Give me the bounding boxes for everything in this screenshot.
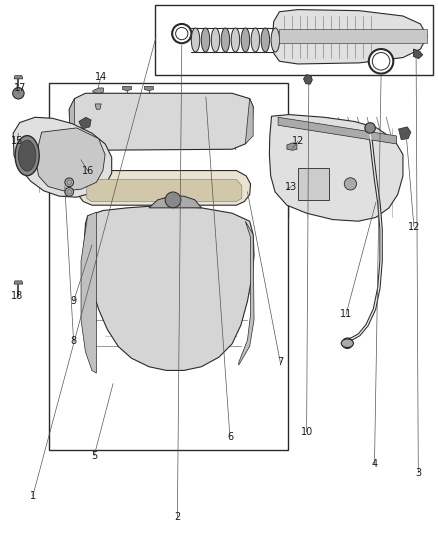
Text: 5: 5 bbox=[91, 451, 97, 461]
Polygon shape bbox=[36, 128, 105, 191]
Text: 1: 1 bbox=[30, 491, 36, 500]
Polygon shape bbox=[149, 196, 201, 208]
Polygon shape bbox=[245, 99, 253, 144]
Ellipse shape bbox=[261, 28, 270, 52]
Circle shape bbox=[369, 49, 393, 74]
Circle shape bbox=[165, 192, 181, 208]
Text: 4: 4 bbox=[371, 459, 378, 469]
Text: 17: 17 bbox=[14, 83, 26, 93]
Polygon shape bbox=[269, 115, 403, 221]
Polygon shape bbox=[123, 86, 131, 91]
Polygon shape bbox=[413, 49, 423, 59]
Text: 6: 6 bbox=[227, 432, 233, 442]
Circle shape bbox=[65, 188, 74, 196]
Text: 3: 3 bbox=[415, 468, 421, 478]
Ellipse shape bbox=[251, 28, 260, 52]
Polygon shape bbox=[14, 76, 23, 79]
Polygon shape bbox=[287, 143, 297, 150]
Polygon shape bbox=[78, 171, 251, 205]
Text: 14: 14 bbox=[95, 72, 107, 82]
Polygon shape bbox=[14, 281, 23, 284]
Polygon shape bbox=[93, 88, 103, 93]
Circle shape bbox=[365, 123, 375, 133]
Polygon shape bbox=[279, 29, 427, 43]
Ellipse shape bbox=[341, 339, 353, 348]
Polygon shape bbox=[399, 127, 411, 140]
Bar bbox=[49, 83, 288, 450]
Polygon shape bbox=[272, 10, 427, 64]
Circle shape bbox=[342, 338, 353, 349]
Ellipse shape bbox=[271, 28, 279, 52]
Text: 10: 10 bbox=[300, 427, 313, 437]
Text: 2: 2 bbox=[174, 512, 180, 522]
Polygon shape bbox=[145, 86, 153, 91]
Text: 12: 12 bbox=[408, 222, 420, 231]
Ellipse shape bbox=[18, 140, 36, 171]
Ellipse shape bbox=[241, 28, 250, 52]
Ellipse shape bbox=[201, 28, 210, 52]
Polygon shape bbox=[69, 99, 74, 144]
Circle shape bbox=[172, 24, 191, 43]
Polygon shape bbox=[81, 212, 96, 373]
Text: 11: 11 bbox=[340, 310, 352, 319]
Ellipse shape bbox=[211, 28, 220, 52]
Polygon shape bbox=[79, 117, 91, 129]
Text: 12: 12 bbox=[292, 136, 304, 146]
Ellipse shape bbox=[221, 28, 230, 52]
Circle shape bbox=[65, 178, 74, 187]
Polygon shape bbox=[95, 104, 101, 109]
Bar bbox=[298, 168, 328, 200]
Polygon shape bbox=[239, 221, 254, 365]
Text: 15: 15 bbox=[11, 136, 24, 146]
Polygon shape bbox=[87, 180, 242, 201]
Text: 18: 18 bbox=[11, 291, 24, 301]
Text: 16: 16 bbox=[81, 166, 94, 175]
Polygon shape bbox=[84, 205, 254, 370]
Text: 13: 13 bbox=[285, 182, 297, 191]
Text: 7: 7 bbox=[277, 358, 283, 367]
Polygon shape bbox=[69, 93, 253, 150]
Circle shape bbox=[344, 177, 357, 190]
Text: 8: 8 bbox=[71, 336, 77, 346]
Ellipse shape bbox=[15, 135, 39, 176]
Bar bbox=[155, 5, 433, 75]
Polygon shape bbox=[13, 117, 112, 197]
Ellipse shape bbox=[191, 28, 200, 52]
Circle shape bbox=[13, 87, 24, 99]
Text: 9: 9 bbox=[71, 296, 77, 306]
Ellipse shape bbox=[231, 28, 240, 52]
Polygon shape bbox=[278, 117, 396, 144]
Polygon shape bbox=[304, 75, 312, 84]
